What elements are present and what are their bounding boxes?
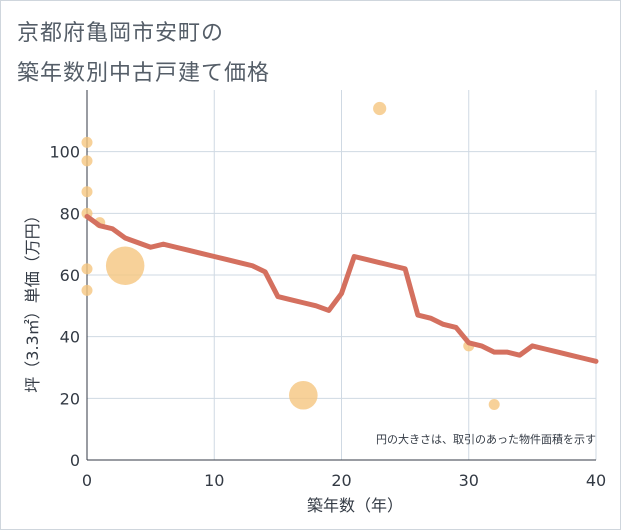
data-point-7 <box>105 246 145 285</box>
data-point-2 <box>81 186 93 198</box>
y-tick-label-40: 40 <box>60 328 80 347</box>
data-point-1 <box>81 155 93 167</box>
data-point-0 <box>81 136 93 148</box>
grid-lines <box>87 90 597 460</box>
x-tick-label-0: 0 <box>82 471 92 490</box>
bubble-series <box>81 101 500 410</box>
y-axis-label: 坪（3.3㎡）単価（万円） <box>23 207 42 392</box>
series-line-trend <box>84 213 599 364</box>
y-tick-label-20: 20 <box>60 389 80 408</box>
bubble-size-note: 円の大きさは、取引のあった物件面積を示す <box>376 432 596 446</box>
x-tick-labels: 0 10 20 30 40 <box>82 471 606 490</box>
x-tick-label-10: 10 <box>204 471 224 490</box>
y-tick-label-80: 80 <box>60 204 80 223</box>
data-point-8 <box>289 380 318 410</box>
y-tick-labels: 0 20 40 60 80 100 <box>49 143 80 470</box>
data-point-9 <box>373 101 387 116</box>
data-point-11 <box>488 399 500 410</box>
y-tick-label-60: 60 <box>60 266 80 285</box>
x-axis-label: 築年数（年） <box>307 496 403 515</box>
trend-series <box>84 213 599 364</box>
y-tick-label-0: 0 <box>70 451 80 470</box>
chart-title-line1: 京都府亀岡市安町の <box>17 21 225 46</box>
x-tick-label-40: 40 <box>586 471 606 490</box>
x-tick-label-30: 30 <box>459 471 479 490</box>
data-point-4 <box>81 263 93 275</box>
data-point-5 <box>81 284 93 296</box>
chart-title-line2: 築年数別中古戸建て価格 <box>17 61 271 86</box>
x-tick-label-20: 20 <box>331 471 351 490</box>
y-tick-label-100: 100 <box>49 143 80 162</box>
axes <box>86 90 596 461</box>
